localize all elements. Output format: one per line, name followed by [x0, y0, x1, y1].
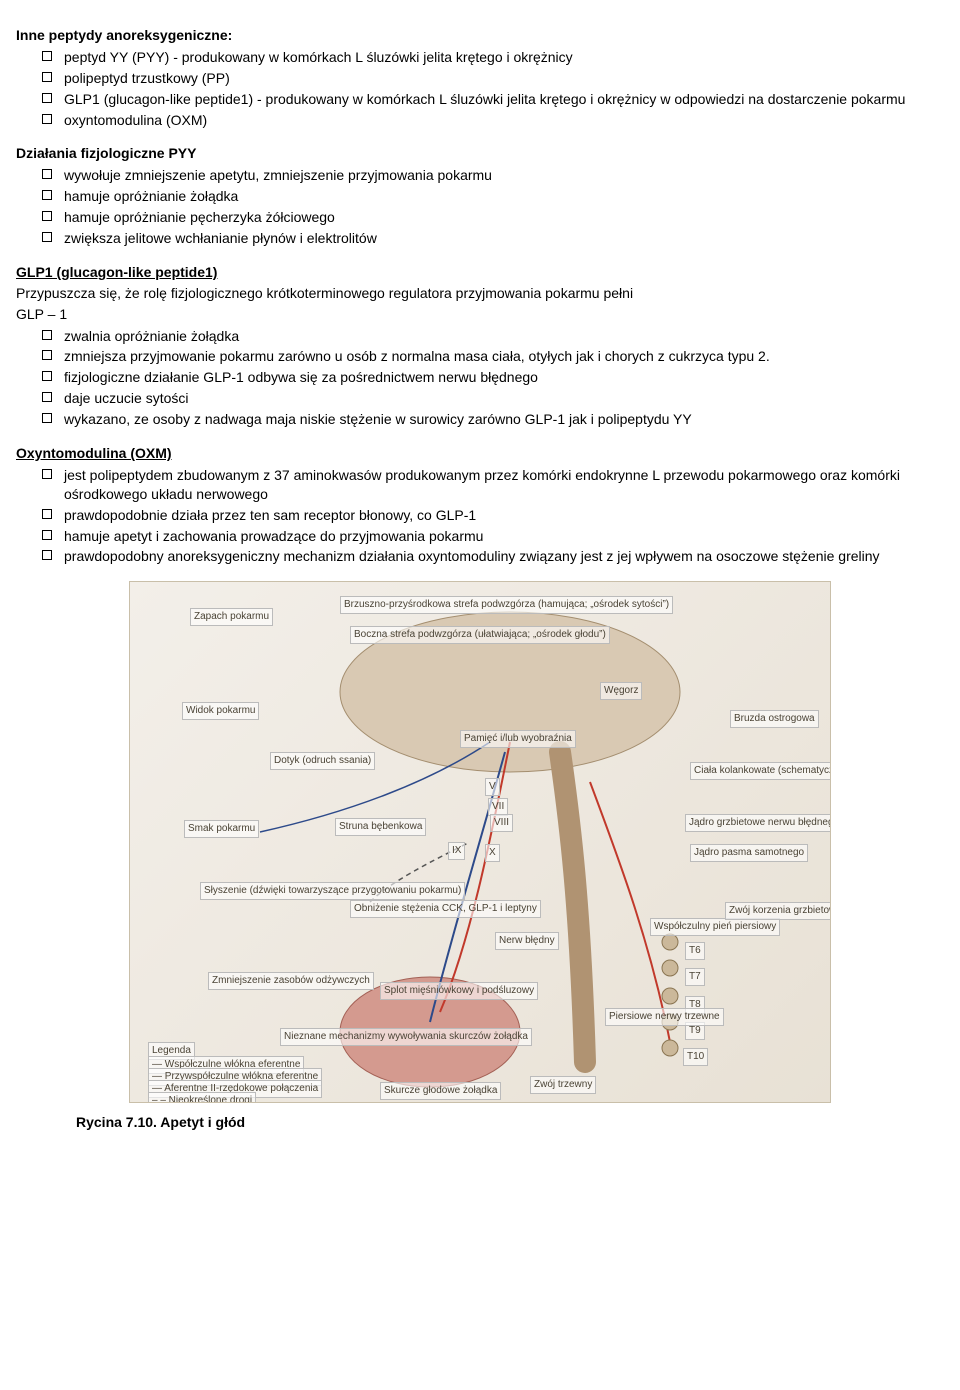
- figure-label: Piersiowe nerwy trzewne: [605, 1008, 724, 1026]
- figure-label: Słyszenie (dźwięki towarzyszące przygoto…: [200, 882, 465, 900]
- figure-label: Pamięć i/lub wyobraźnia: [460, 730, 576, 748]
- list-glp1: zwalnia opróżnianie żołądka zmniejsza pr…: [16, 326, 944, 430]
- figure-svg-pathways: [130, 582, 830, 1102]
- list-item: zmniejsza przyjmowanie pokarmu zarówno u…: [42, 346, 944, 367]
- figure-label: Obniżenie stężenia CCK, GLP-1 i leptyny: [350, 900, 541, 918]
- figure-label: T10: [683, 1048, 708, 1066]
- list-pyy: wywołuje zmniejszenie apetytu, zmniejsze…: [16, 165, 944, 249]
- glp1-intro-line2: GLP – 1: [16, 305, 944, 324]
- list-item: wykazano, ze osoby z nadwaga maja niskie…: [42, 409, 944, 430]
- list-item: hamuje apetyt i zachowania prowadzące do…: [42, 526, 944, 547]
- figure-label: – – Nieokreślone drogi: [148, 1092, 256, 1103]
- list-item: hamuje opróżnianie pęcherzyka żółciowego: [42, 207, 944, 228]
- figure-label: Ciała kolankowate (schematycznie): [690, 762, 831, 780]
- figure-label: T6: [685, 942, 705, 960]
- figure-label: Bruzda ostrogowa: [730, 710, 819, 728]
- figure-container: Zapach pokarmu Brzuszno-przyśrodkowa stre…: [16, 581, 944, 1132]
- figure-label: Jądro grzbietowe nerwu błędnego: [685, 814, 831, 832]
- figure-label: Jądro pasma samotnego: [690, 844, 808, 862]
- figure-label: VIII: [490, 814, 513, 832]
- figure-label: Brzuszno-przyśrodkowa strefa podwzgórza …: [340, 596, 673, 614]
- figure-label: Współczulny pień piersiowy: [650, 918, 780, 936]
- figure-label: Zwój trzewny: [530, 1076, 596, 1094]
- figure-label: X: [485, 844, 500, 862]
- figure-label: T7: [685, 968, 705, 986]
- list-item: prawdopodobny anoreksygeniczny mechanizm…: [42, 546, 944, 567]
- list-item: polipeptyd trzustkowy (PP): [42, 68, 944, 89]
- figure-label: Nieznane mechanizmy wywoływania skurczów…: [280, 1028, 532, 1046]
- figure-label: Zwój korzenia grzbietowego: [725, 902, 831, 920]
- list-item: daje uczucie sytości: [42, 388, 944, 409]
- figure-label: V: [485, 778, 500, 796]
- figure-anatomical-illustration: Zapach pokarmu Brzuszno-przyśrodkowa stre…: [129, 581, 831, 1103]
- section-heading-oxm: Oxyntomodulina (OXM): [16, 444, 944, 463]
- figure-label: Skurcze głodowe żołądka: [380, 1082, 501, 1100]
- list-item: hamuje opróżnianie żołądka: [42, 186, 944, 207]
- figure-label: VII: [488, 798, 508, 816]
- list-item: zwiększa jelitowe wchłanianie płynów i e…: [42, 228, 944, 249]
- figure-label: Zmniejszenie zasobów odżywczych: [208, 972, 374, 990]
- list-item: fizjologiczne działanie GLP-1 odbywa się…: [42, 367, 944, 388]
- figure-label: Widok pokarmu: [182, 702, 259, 720]
- section-heading-pyy: Działania fizjologiczne PYY: [16, 144, 944, 163]
- figure-label: Boczna strefa podwzgórza (ułatwiająca; „…: [350, 626, 610, 644]
- figure-label: Splot mięśniówkowy i podśluzowy: [380, 982, 538, 1000]
- list-item: GLP1 (glucagon-like peptide1) - produkow…: [42, 89, 944, 110]
- figure-label: Zapach pokarmu: [190, 608, 273, 626]
- section-heading-anorexigenic: Inne peptydy anoreksygeniczne:: [16, 26, 944, 45]
- list-item: oxyntomodulina (OXM): [42, 110, 944, 131]
- figure-label: Struna bębenkowa: [335, 818, 426, 836]
- glp1-intro-line1: Przypuszcza się, że rolę fizjologicznego…: [16, 284, 944, 303]
- list-oxm: jest polipeptydem zbudowanym z 37 aminok…: [16, 465, 944, 567]
- figure-label: IX: [448, 842, 465, 860]
- figure-label: Nerw błędny: [495, 932, 559, 950]
- list-item: jest polipeptydem zbudowanym z 37 aminok…: [42, 465, 944, 505]
- list-item: wywołuje zmniejszenie apetytu, zmniejsze…: [42, 165, 944, 186]
- section-heading-glp1: GLP1 (glucagon-like peptide1): [16, 263, 944, 282]
- list-anorexigenic: peptyd YY (PYY) - produkowany w komórkac…: [16, 47, 944, 131]
- list-item: peptyd YY (PYY) - produkowany w komórkac…: [42, 47, 944, 68]
- figure-label: Węgorz: [600, 682, 642, 700]
- figure-label: Dotyk (odruch ssania): [270, 752, 375, 770]
- list-item: prawdopodobnie działa przez ten sam rece…: [42, 505, 944, 526]
- list-item: zwalnia opróżnianie żołądka: [42, 326, 944, 347]
- figure-caption: Rycina 7.10. Apetyt i głód: [76, 1113, 944, 1132]
- figure-label: Smak pokarmu: [184, 820, 259, 838]
